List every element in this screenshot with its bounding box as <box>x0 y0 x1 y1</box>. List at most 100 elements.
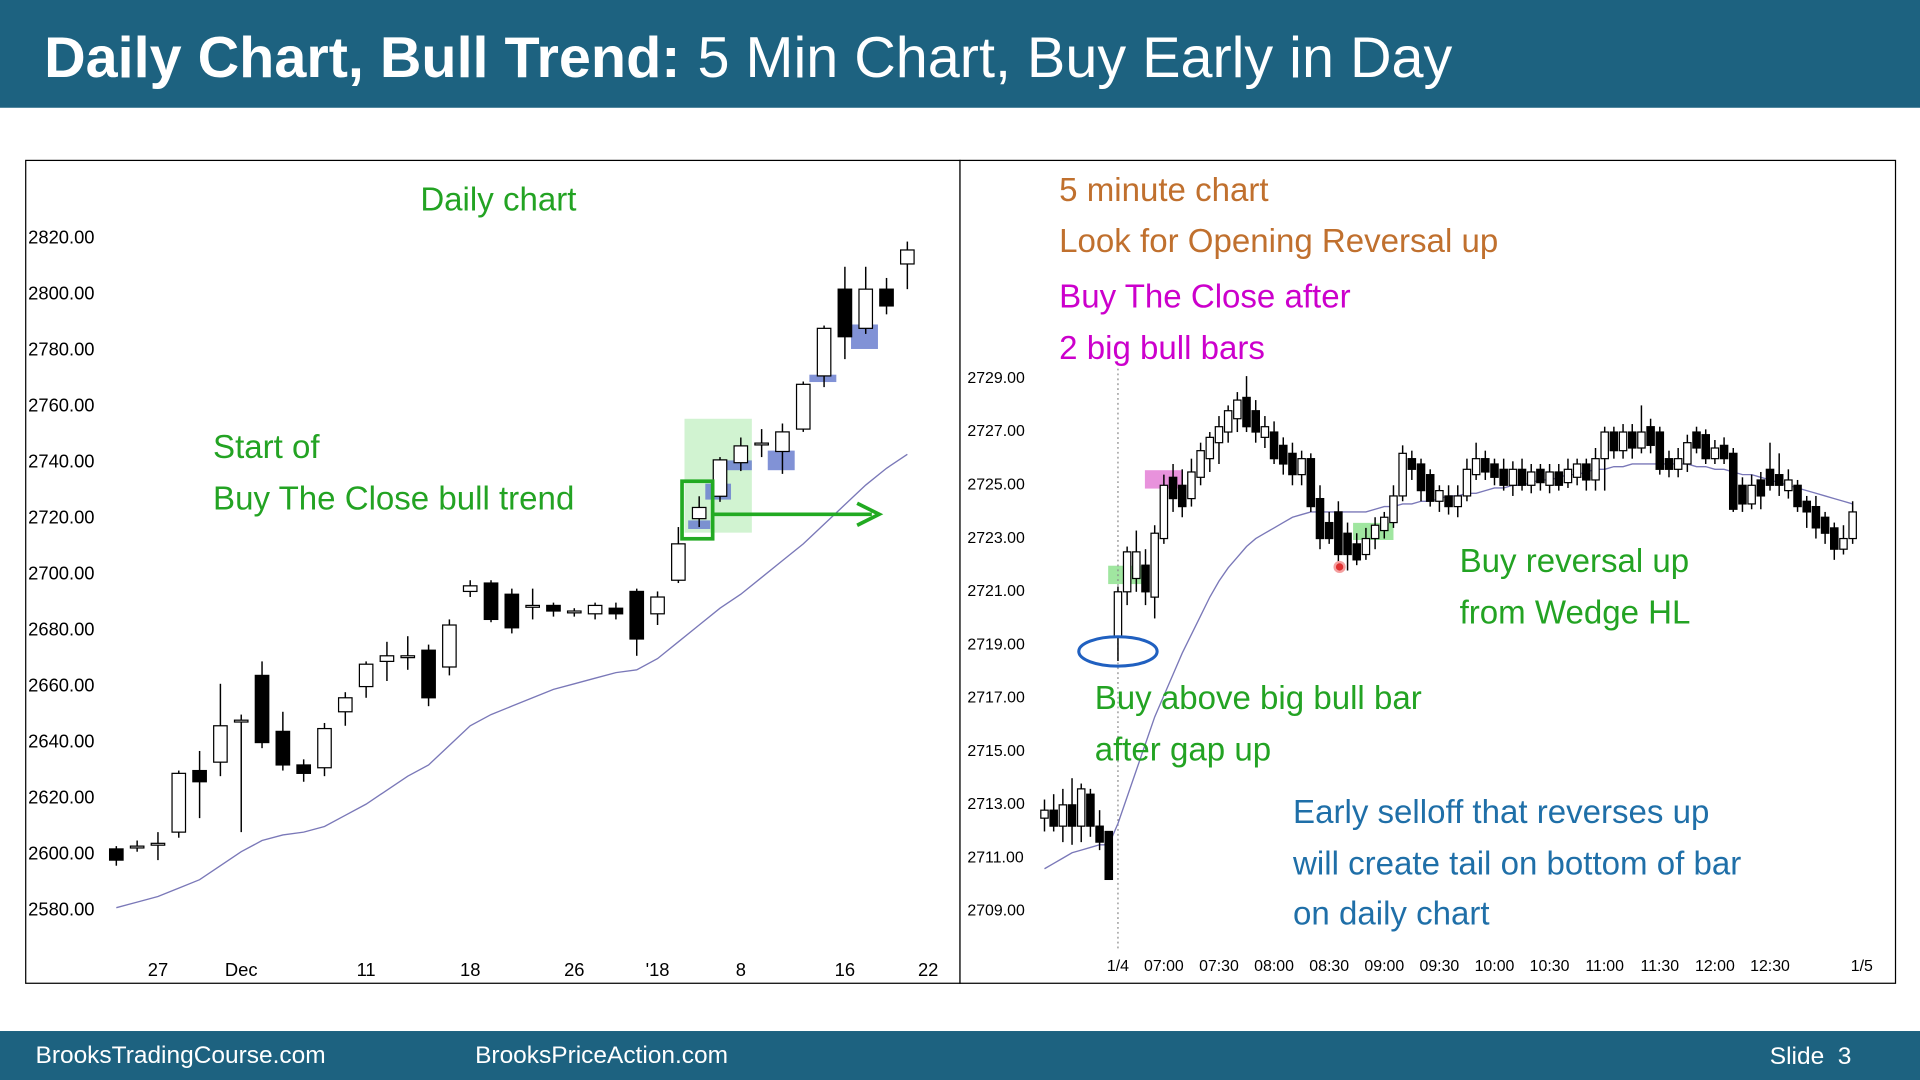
candle-body <box>1462 468 1472 497</box>
open-circle <box>1077 635 1159 668</box>
candle-body <box>1416 463 1426 492</box>
candle-body <box>1646 426 1655 446</box>
x-tick-label: '18 <box>646 959 670 980</box>
candle-body <box>1756 479 1766 497</box>
candle-body <box>1040 809 1049 819</box>
y-tick-label: 2709.00 <box>967 903 1025 920</box>
candle-body <box>1058 804 1068 827</box>
candle-body <box>712 459 728 497</box>
candle-body <box>1370 524 1380 540</box>
candle-body <box>462 585 478 593</box>
candle-body <box>233 719 249 723</box>
candle-body <box>608 607 624 615</box>
x-tick-label: 22 <box>918 959 938 980</box>
candle-body <box>1251 410 1260 433</box>
candle-body <box>1361 537 1371 556</box>
candle-body <box>1536 468 1545 484</box>
moving-average <box>116 453 908 909</box>
candle-body <box>1793 484 1802 508</box>
candle-body <box>1655 431 1665 470</box>
candle-body <box>1334 511 1343 556</box>
annotation: on daily chart <box>1293 895 1490 932</box>
candle-body <box>816 327 832 377</box>
y-tick-label: 2717.00 <box>967 690 1025 707</box>
candle-body <box>1214 426 1224 444</box>
x-tick-label: 1/5 <box>1851 958 1873 975</box>
annotation: Buy The Close bull trend <box>213 480 574 517</box>
candle-body <box>1710 447 1720 460</box>
candle-body <box>1067 804 1077 827</box>
y-tick-label: 2723.00 <box>967 530 1025 547</box>
candle-body <box>254 674 270 744</box>
candle-body <box>442 624 457 668</box>
candle-body <box>525 604 540 608</box>
candle-body <box>1490 463 1499 478</box>
x-tick-label: Dec <box>225 959 258 980</box>
y-tick-label: 2740.00 <box>28 451 94 472</box>
x-tick-label: 11:00 <box>1585 958 1624 975</box>
title-rest: 5 Min Chart, Buy Early in Day <box>698 26 1453 90</box>
x-tick-label: 11 <box>357 959 376 980</box>
candle-body <box>879 288 894 307</box>
y-tick-label: 2600.00 <box>28 842 94 863</box>
x-tick-label: 18 <box>460 959 480 980</box>
candle-body <box>1122 551 1132 593</box>
candle-body <box>795 383 811 430</box>
candle-body <box>1591 458 1600 481</box>
candle-body <box>1141 564 1150 593</box>
candle-body <box>1104 830 1114 881</box>
candle-body <box>1113 591 1123 638</box>
candle-body <box>566 610 582 614</box>
x-tick-label: 08:00 <box>1254 958 1294 975</box>
y-tick-label: 2729.00 <box>967 370 1025 387</box>
candle-body <box>1830 527 1839 550</box>
y-tick-label: 2580.00 <box>28 898 94 919</box>
candle-body <box>1324 521 1334 540</box>
y-tick-label: 2711.00 <box>967 849 1023 866</box>
candle-body <box>296 764 312 774</box>
candle-body <box>1627 431 1637 449</box>
candle-body <box>1076 788 1086 827</box>
slide-number: Slide 3 <box>1770 1043 1852 1070</box>
candle-body <box>1673 458 1683 470</box>
candle-body <box>1196 450 1205 478</box>
y-tick-label: 2727.00 <box>967 423 1025 440</box>
candle-body <box>1269 431 1279 460</box>
footer-band <box>0 1031 1920 1080</box>
candle-body <box>1168 476 1178 500</box>
candle-body <box>671 543 686 581</box>
candle-body <box>275 730 291 766</box>
candle-body <box>1223 410 1233 433</box>
candle-body <box>1242 396 1251 428</box>
low-dot <box>1333 560 1346 574</box>
x-tick-label: 16 <box>835 959 855 980</box>
x-tick-label: 1/4 <box>1107 958 1129 975</box>
candle-body <box>1683 442 1692 465</box>
y-tick-label: 2760.00 <box>28 395 94 416</box>
candle-body <box>1747 484 1756 505</box>
x-tick-label: 07:30 <box>1199 958 1239 975</box>
annotation: Buy above big bull bar <box>1095 680 1422 717</box>
candle-body <box>1820 516 1830 534</box>
x-tick-label: 09:00 <box>1364 958 1404 975</box>
candle-body <box>171 772 187 833</box>
candle-body <box>1738 484 1747 505</box>
candle-body <box>733 445 749 464</box>
candle-body <box>1407 458 1417 470</box>
candle-body <box>358 663 374 688</box>
candle-body <box>1719 444 1729 460</box>
annotation: from Wedge HL <box>1460 594 1691 631</box>
candle-body <box>1692 431 1701 449</box>
annotation: Buy reversal up <box>1460 543 1690 580</box>
x-tick-label: 07:00 <box>1144 958 1184 975</box>
candle-body <box>504 593 520 629</box>
candle-body <box>1297 458 1306 476</box>
candle-body <box>1444 495 1453 508</box>
candle-body <box>1728 452 1738 510</box>
candle-body <box>1517 468 1527 486</box>
candle-body <box>1425 474 1435 502</box>
candle-body <box>1572 463 1582 478</box>
candle-body <box>1637 431 1646 449</box>
candle-body <box>1802 500 1812 513</box>
